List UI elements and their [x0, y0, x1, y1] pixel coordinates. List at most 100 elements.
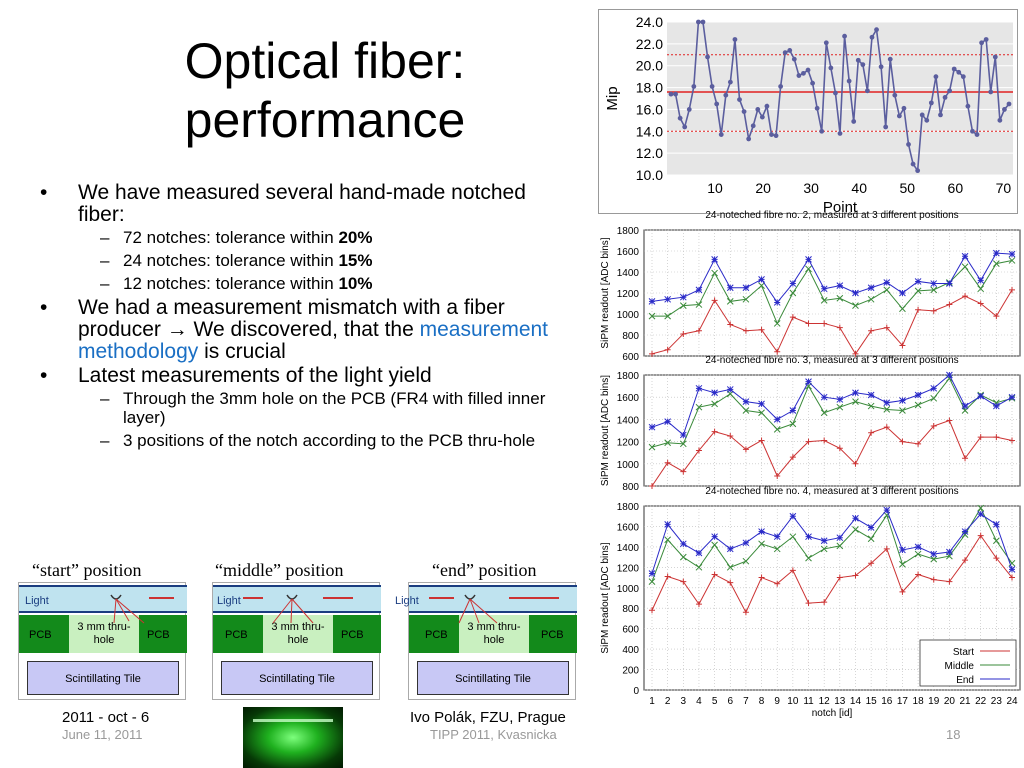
end-marker: [961, 528, 969, 535]
mip-point: [988, 89, 994, 95]
y-tick-label: 1800: [617, 502, 640, 513]
start-marker: [711, 297, 718, 304]
mip-point: [801, 70, 806, 76]
middle-marker: [977, 285, 985, 293]
x-tick-label: 21: [959, 696, 971, 707]
mip-point: [686, 107, 692, 112]
end-marker: [711, 256, 718, 263]
mip-point: [942, 95, 948, 100]
end-marker: [805, 378, 812, 386]
adc-chart-title: 24-noteched fibre no. 2, measured at 3 d…: [705, 210, 958, 221]
end-marker: [664, 418, 672, 425]
x-tick-label: 11: [803, 696, 814, 707]
x-tick-label: 4: [696, 696, 702, 707]
end-marker: [883, 506, 891, 514]
start-marker: [915, 440, 922, 447]
middle-marker: [679, 553, 687, 561]
adc-plot-area: [643, 229, 1021, 357]
end-marker: [852, 289, 859, 297]
end-marker: [930, 550, 938, 558]
start-marker: [695, 327, 702, 334]
end-marker: [726, 386, 734, 393]
end-marker: [773, 299, 781, 306]
end-marker: [664, 521, 672, 528]
start-marker: [852, 460, 859, 467]
middle-marker: [992, 260, 1000, 267]
end-marker: [805, 256, 812, 263]
middle-marker: [883, 406, 891, 413]
mip-point: [855, 57, 861, 63]
end-marker: [773, 416, 781, 423]
legend-label: Start: [953, 647, 974, 658]
end-diagram: Light 3 mm thru-hole PCB PCB Scintillati…: [395, 582, 577, 700]
y-axis-label: SiPM readout [ADC bins]: [600, 237, 611, 348]
x-tick-label: 14: [850, 696, 862, 707]
y-axis-label: Mip: [604, 86, 621, 110]
start-marker: [742, 609, 749, 616]
series-line-end: [651, 374, 1013, 436]
start-marker: [1009, 574, 1015, 581]
end-marker: [914, 278, 922, 285]
footer-conference: TIPP 2011, Kvasnicka: [430, 727, 557, 742]
light-label: Light: [395, 595, 419, 607]
mip-point: [833, 90, 838, 96]
end-position-label: “end” position: [432, 560, 537, 580]
legend-label: Middle: [945, 661, 975, 672]
mip-point: [791, 56, 797, 62]
mip-point: [887, 56, 893, 62]
start-marker: [805, 320, 812, 327]
series-line-start: [651, 419, 1013, 487]
middle-marker: [961, 263, 969, 271]
start-marker: [821, 599, 828, 606]
sub-bullet-text: 3 positions of the notch according to th…: [123, 431, 536, 450]
sub-bullet-bold: 10%: [338, 274, 373, 293]
sub-bullet: –24 notches: tolerance within 15%: [100, 251, 373, 270]
middle-marker: [742, 295, 750, 303]
pcb-label: PCB: [147, 629, 170, 641]
end-marker: [946, 548, 953, 556]
end-marker: [946, 280, 953, 287]
mip-point: [810, 80, 815, 86]
scintillating-tile: Scintillating Tile: [221, 661, 373, 695]
middle-marker: [852, 398, 859, 405]
start-marker: [695, 447, 702, 454]
end-marker: [820, 285, 828, 293]
end-marker: [664, 295, 672, 303]
methodology-link[interactable]: measurement methodology: [78, 318, 549, 363]
y-tick-label: 1400: [617, 415, 640, 426]
end-marker: [648, 298, 656, 305]
bullet-item: • We have measured several hand-made notc…: [40, 181, 526, 226]
start-marker: [899, 588, 906, 595]
mip-chart-svg: 10.0 12.0 14.0 16.0 18.0 20.0 22.0 24.0 10 20 30 40…: [604, 14, 1013, 216]
end-marker: [679, 293, 687, 301]
mip-point: [746, 136, 752, 142]
middle-marker: [789, 420, 797, 428]
start-marker: [883, 324, 890, 331]
mip-point: [773, 133, 779, 139]
middle-marker: [695, 403, 703, 411]
middle-marker: [711, 269, 718, 277]
mip-point: [682, 124, 688, 130]
y-tick-label: 600: [622, 625, 639, 636]
mip-point: [906, 142, 911, 147]
middle-marker: [899, 407, 906, 414]
end-marker: [1008, 566, 1016, 573]
end-marker: [836, 282, 844, 290]
start-marker: [758, 574, 765, 581]
fiber-glow-photo: [243, 707, 343, 768]
middle-marker: [758, 540, 765, 548]
middle-marker: [914, 401, 922, 409]
mip-point: [668, 91, 674, 97]
y-axis-label: SiPM readout [ADC bins]: [600, 375, 611, 486]
middle-marker: [852, 526, 859, 533]
adc-charts-svg: 24-noteched fibre no. 2, measured at 3 d…: [600, 210, 1021, 719]
start-marker: [774, 348, 781, 355]
y-axis-label: SiPM readout [ADC bins]: [600, 542, 611, 653]
end-marker: [977, 392, 985, 400]
arrow-icon: →: [166, 318, 188, 341]
mip-point: [732, 37, 738, 42]
mip-point: [1006, 101, 1012, 107]
mip-point: [705, 54, 710, 60]
x-axis-label: notch [id]: [812, 708, 853, 719]
mip-point: [723, 92, 729, 98]
